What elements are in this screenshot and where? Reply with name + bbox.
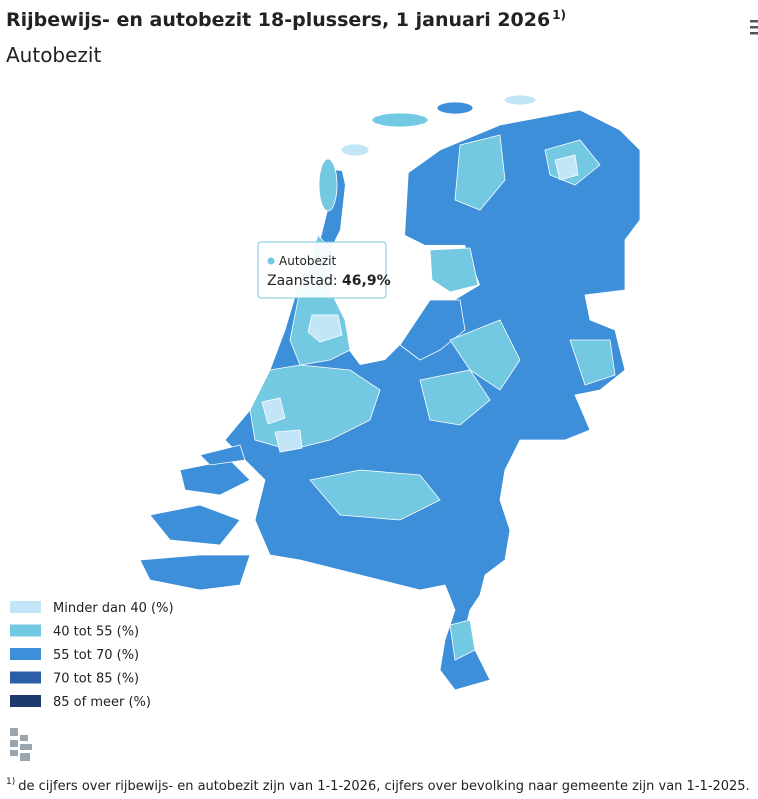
zeeland-1 [179, 459, 251, 496]
title-text: Rijbewijs- en autobezit 18-plussers, 1 j… [6, 9, 550, 31]
gelderland [449, 319, 521, 391]
legend-swatch [10, 671, 41, 684]
menu-button[interactable] [750, 20, 758, 35]
legend: Minder dan 40 (%) 40 tot 55 (%) 55 tot 70 … [10, 601, 174, 710]
legend-swatch [10, 601, 41, 613]
noordoostpolder [429, 247, 479, 293]
den-haag [261, 397, 286, 425]
groningen-stad [554, 154, 579, 181]
limburg-zuid [449, 619, 476, 661]
footnote-note: 1) [6, 777, 15, 787]
zaanstad [307, 314, 343, 343]
tooltip-box [257, 241, 387, 299]
rotterdam [274, 429, 303, 453]
legend-label: 70 tot 85 (%) [53, 672, 139, 687]
tooltip-region: Zaanstad: [267, 273, 338, 289]
legend-label: Minder dan 40 (%) [53, 601, 174, 616]
tooltip: Autobezit Zaanstad: 46,9% [257, 241, 391, 299]
cbs-logo [10, 728, 32, 761]
map [139, 94, 641, 691]
schiermonnikoog [503, 94, 537, 106]
legend-swatch [10, 695, 41, 707]
legend-swatch [10, 648, 41, 660]
tooltip-line: Zaanstad: 46,9% [267, 273, 391, 289]
flevoland [399, 299, 466, 361]
tooltip-value: 46,9% [342, 273, 391, 289]
legend-swatch [10, 624, 41, 637]
legend-label: 40 tot 55 (%) [53, 625, 139, 640]
twente [569, 339, 616, 386]
brabant-midden [309, 469, 441, 521]
tooltip-dot [267, 257, 275, 265]
vlieland [340, 143, 370, 157]
footnote: 1) de cijfers over rijbewijs- en autobezi… [6, 777, 750, 794]
legend-label: 85 of meer (%) [53, 695, 151, 710]
zeeland-4 [199, 444, 246, 466]
texel [318, 158, 338, 212]
zeeland-2 [149, 504, 241, 546]
terschelling [371, 112, 429, 128]
title: Rijbewijs- en autobezit 18-plussers, 1 j… [6, 8, 566, 31]
friesland-oost [454, 134, 506, 211]
utrecht [419, 369, 491, 426]
subtitle: Autobezit [6, 43, 101, 67]
legend-label: 55 tot 70 (%) [53, 648, 139, 663]
ameland [436, 101, 474, 115]
title-note: 1) [552, 8, 566, 22]
tooltip-series: Autobezit [279, 254, 336, 268]
randstad [249, 364, 381, 451]
zeeland-3 [139, 554, 251, 591]
footnote-text: de cijfers over rijbewijs- en autobezit … [18, 779, 749, 794]
